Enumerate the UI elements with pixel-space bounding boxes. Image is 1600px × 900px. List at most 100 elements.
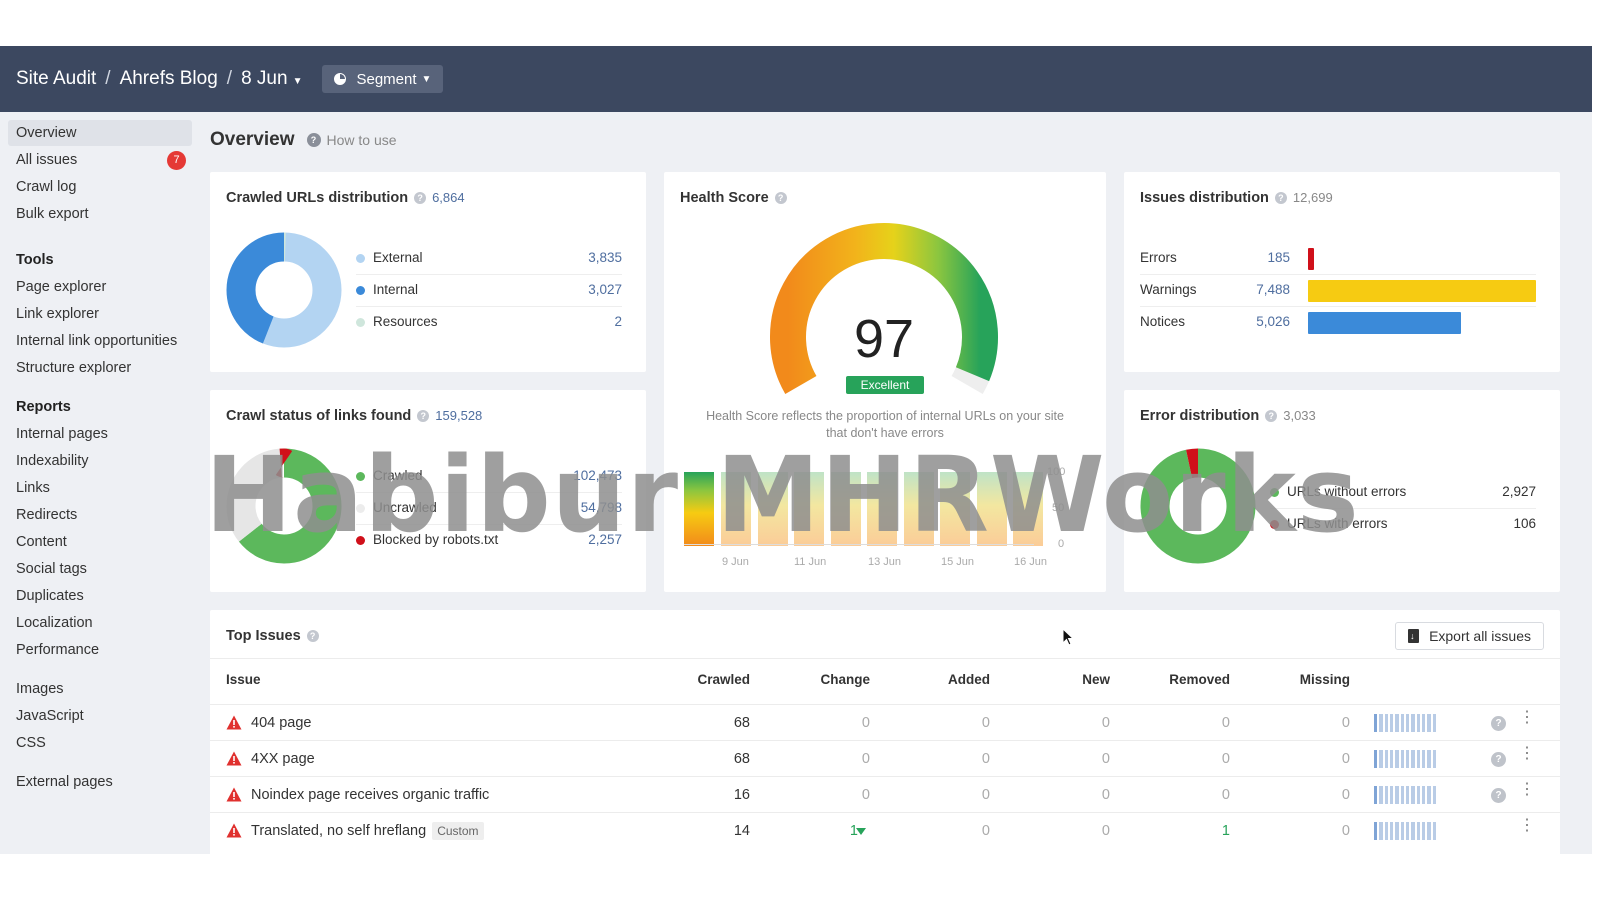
sidebar-item-images[interactable]: Images [16, 681, 64, 697]
sidebar-item-performance[interactable]: Performance [16, 642, 100, 658]
column-header-issue[interactable]: Issue [226, 672, 261, 687]
issue-type-row[interactable]: Errors 185 [1140, 242, 1536, 275]
donut-segment-2[interactable] [1140, 448, 1256, 564]
cell-change[interactable]: 0 [861, 715, 870, 731]
legend-value[interactable]: 3,835 [588, 250, 622, 265]
legend-row[interactable]: URLs without errors 2,927 [1270, 476, 1536, 509]
legend-row[interactable]: External 3,835 [356, 242, 622, 275]
how-to-use-link[interactable]: How to use [326, 132, 397, 148]
breadcrumb-date-selector[interactable]: 8 Jun ▼ [241, 68, 303, 89]
cell-crawled[interactable]: 14 [733, 823, 750, 839]
sidebar-item-page-explorer[interactable]: Page explorer [16, 279, 107, 295]
sidebar-item-crawl-log[interactable]: Crawl log [8, 174, 192, 200]
sidebar-item-redirects[interactable]: Redirects [16, 507, 78, 523]
trend-sparkline[interactable] [1374, 786, 1436, 804]
sidebar-item-external-pages[interactable]: External pages [16, 774, 113, 790]
legend-row[interactable]: Crawled 102,473 [356, 460, 622, 493]
legend-value[interactable]: 54,798 [580, 500, 622, 515]
cell-new[interactable]: 0 [1101, 787, 1110, 803]
breadcrumb-site-audit[interactable]: Site Audit [16, 68, 97, 89]
table-row[interactable]: 4XX page 68 0 0 0 0 0? ⋮ [210, 740, 1560, 777]
cell-new[interactable]: 0 [1101, 751, 1110, 767]
legend-value[interactable]: 2,257 [588, 532, 622, 547]
sidebar-item-duplicates[interactable]: Duplicates [16, 588, 84, 604]
cell-added[interactable]: 0 [981, 787, 990, 803]
cell-change[interactable]: 0 [861, 787, 870, 803]
cell-change[interactable]: 1 [849, 823, 858, 839]
issue-name-link[interactable]: 404 page [251, 715, 312, 731]
issue-name-link[interactable]: Translated, no self hreflang [251, 823, 427, 839]
donut-segment-2[interactable] [226, 448, 342, 564]
sidebar-item-localization[interactable]: Localization [16, 615, 93, 631]
issue-name-link[interactable]: Noindex page receives organic traffic [251, 787, 490, 803]
legend-value[interactable]: 102,473 [573, 468, 622, 483]
legend-row[interactable]: Blocked by robots.txt 2,257 [356, 524, 622, 556]
more-options-icon[interactable]: ⋮ [1519, 817, 1535, 834]
history-bar[interactable] [721, 472, 751, 546]
help-icon[interactable]: ? [1491, 752, 1506, 767]
table-row[interactable]: Translated, no self hreflang Custom 14 1 0 0 1… [210, 812, 1560, 849]
cell-removed[interactable]: 0 [1221, 787, 1230, 803]
cell-missing[interactable]: 0 [1341, 787, 1350, 803]
more-options-icon[interactable]: ⋮ [1519, 781, 1535, 798]
sidebar-item-structure-explorer[interactable]: Structure explorer [16, 360, 132, 376]
cell-added[interactable]: 0 [981, 751, 990, 767]
table-row[interactable]: 404 page 68 0 0 0 0 0? ⋮ [210, 704, 1560, 741]
more-options-icon[interactable]: ⋮ [1519, 745, 1535, 762]
legend-value[interactable]: 106 [1513, 516, 1536, 531]
cell-crawled[interactable]: 68 [733, 751, 750, 767]
trend-sparkline[interactable] [1374, 750, 1436, 768]
sidebar-item-links[interactable]: Links [16, 480, 50, 496]
sidebar-item-overview[interactable]: Overview [8, 120, 192, 146]
legend-value[interactable]: 2 [614, 314, 622, 329]
cell-added[interactable]: 0 [981, 715, 990, 731]
sidebar-item-javascript[interactable]: JavaScript [16, 708, 84, 724]
issue-type-value[interactable]: 5,026 [1256, 314, 1290, 329]
column-header-change[interactable]: Change [820, 672, 870, 687]
issue-name-link[interactable]: 4XX page [251, 751, 315, 767]
cell-missing[interactable]: 0 [1341, 751, 1350, 767]
sidebar-item-internal-link-opportunities[interactable]: Internal link opportunities [16, 333, 178, 349]
column-header-added[interactable]: Added [948, 672, 990, 687]
legend-row[interactable]: Uncrawled 54,798 [356, 492, 622, 525]
cell-change[interactable]: 0 [861, 751, 870, 767]
sidebar-item-css[interactable]: CSS [16, 735, 46, 751]
cell-missing[interactable]: 0 [1341, 715, 1350, 731]
cell-crawled[interactable]: 16 [733, 787, 750, 803]
history-bar[interactable] [794, 472, 824, 546]
column-header-missing[interactable]: Missing [1299, 672, 1350, 687]
sidebar-item-content[interactable]: Content [16, 534, 67, 550]
sidebar-item-indexability[interactable]: Indexability [16, 453, 89, 469]
issue-type-value[interactable]: 185 [1267, 250, 1290, 265]
sidebar-item-bulk-export[interactable]: Bulk export [8, 201, 192, 227]
history-bar[interactable] [940, 472, 970, 546]
history-bar[interactable] [830, 472, 861, 546]
history-bar[interactable] [757, 472, 788, 546]
segment-button[interactable]: Segment ▼ [322, 65, 444, 93]
sidebar-item-internal-pages[interactable]: Internal pages [16, 426, 108, 442]
history-bar[interactable] [867, 472, 897, 546]
trend-sparkline[interactable] [1374, 822, 1436, 840]
cell-new[interactable]: 0 [1101, 715, 1110, 731]
donut-segment-3[interactable] [226, 448, 342, 564]
sidebar-item-social-tags[interactable]: Social tags [16, 561, 87, 577]
more-options-icon[interactable]: ⋮ [1519, 709, 1535, 726]
help-icon[interactable]: ? [1491, 716, 1506, 731]
cell-removed[interactable]: 0 [1221, 751, 1230, 767]
issue-type-row[interactable]: Notices 5,026 [1140, 306, 1536, 338]
sidebar-item-all-issues[interactable]: All issues 7 [8, 147, 192, 173]
cell-removed[interactable]: 0 [1221, 715, 1230, 731]
column-header-removed[interactable]: Removed [1169, 672, 1230, 687]
cell-missing[interactable]: 0 [1341, 823, 1350, 839]
breadcrumb-project[interactable]: Ahrefs Blog [119, 68, 218, 89]
help-icon[interactable]: ? [1491, 788, 1506, 803]
cell-removed[interactable]: 1 [1221, 823, 1230, 839]
issue-type-row[interactable]: Warnings 7,488 [1140, 274, 1536, 307]
legend-row[interactable]: Resources 2 [356, 306, 622, 338]
history-bar[interactable] [1013, 472, 1043, 546]
legend-value[interactable]: 3,027 [588, 282, 622, 297]
trend-sparkline[interactable] [1374, 714, 1436, 732]
column-header-new[interactable]: New [1082, 672, 1110, 687]
issue-type-value[interactable]: 7,488 [1256, 282, 1290, 297]
legend-value[interactable]: 2,927 [1502, 484, 1536, 499]
